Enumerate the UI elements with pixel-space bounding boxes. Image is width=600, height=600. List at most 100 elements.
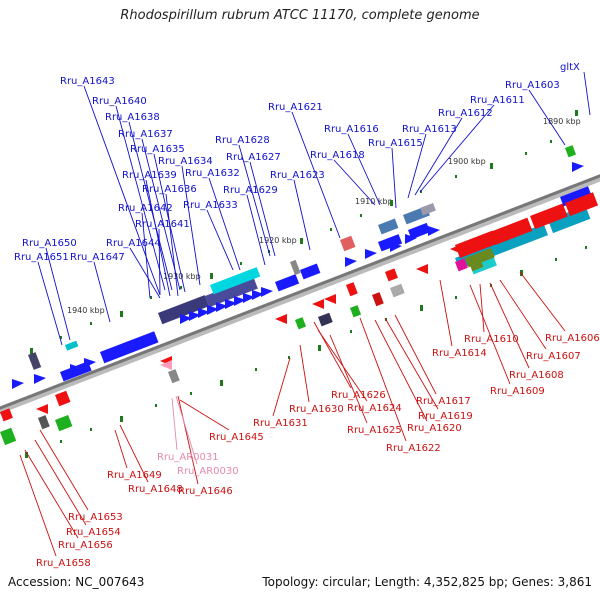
- top-gene-label: Rru_A1629: [223, 185, 278, 196]
- gene-arrow: [198, 308, 210, 318]
- leader-line: [313, 321, 352, 389]
- scale-tick-mark: [120, 311, 123, 317]
- gene-features: [0, 145, 599, 446]
- gene-feature: [530, 203, 568, 230]
- gene-feature: [289, 259, 301, 276]
- scale-tick-mark: [120, 416, 123, 422]
- bottom-gene-label: Rru_A1656: [58, 540, 113, 551]
- top-gene-label: Rru_A1632: [185, 168, 240, 179]
- top-gene-label: Rru_A1611: [470, 95, 525, 106]
- scale-tick-label: 1910 kbp: [355, 197, 393, 206]
- leader-line: [407, 133, 427, 199]
- bottom-gene-label: Rru_A1646: [178, 486, 233, 497]
- gene-arrow: [243, 293, 255, 303]
- bottom-gene-label: Rru_A1654: [66, 527, 121, 538]
- leader-line: [83, 85, 161, 296]
- bottom-gene-label: Rru_A1624: [347, 403, 402, 414]
- leader-line: [419, 104, 495, 193]
- gene-arrow: [189, 311, 201, 321]
- gene-feature: [390, 283, 405, 298]
- leader-line: [206, 209, 234, 271]
- gene-feature: [378, 218, 399, 235]
- scale-tick-mark: [240, 262, 242, 265]
- scale-tick-mark: [300, 238, 303, 244]
- gene-feature: [100, 331, 159, 364]
- gene-arrow: [275, 314, 287, 324]
- scale-tick-mark: [550, 140, 552, 143]
- gene-arrow: [365, 249, 377, 259]
- top-gene-label: Rru_A1623: [270, 170, 325, 181]
- leader-line: [333, 159, 376, 206]
- top-gene-label: Rru_A1643: [60, 76, 115, 87]
- leader-line: [439, 279, 453, 347]
- scale-tick-mark: [220, 380, 223, 386]
- gene-arrow: [416, 264, 428, 274]
- scale-tick-mark: [455, 175, 457, 178]
- leader-line: [384, 317, 439, 410]
- leader-line: [19, 454, 57, 557]
- leader-line: [39, 429, 89, 511]
- gene-feature: [467, 255, 484, 272]
- leader-line: [93, 261, 111, 323]
- top-gene-label: Rru_A1641: [135, 219, 190, 230]
- leader-line: [391, 147, 397, 209]
- scale-tick-mark: [360, 214, 362, 217]
- gene-arrow: [160, 360, 172, 370]
- leader-line: [171, 397, 178, 451]
- leader-line: [141, 212, 151, 299]
- leader-line: [37, 261, 63, 346]
- bottom-gene-label: Rru_A1614: [432, 348, 487, 359]
- scale-tick-mark: [25, 452, 28, 458]
- leader-line: [177, 395, 199, 485]
- scale-tick-mark: [155, 404, 157, 407]
- gene-feature: [54, 390, 71, 407]
- gene-feature: [28, 352, 42, 370]
- bottom-gene-label: Rru_A1608: [509, 370, 564, 381]
- top-gene-label: Rru_A1651: [14, 252, 69, 263]
- bottom-gene-label: Rru_A1610: [464, 334, 519, 345]
- leader-line: [119, 424, 149, 483]
- gene-feature: [158, 295, 209, 325]
- bottom-gene-label: Rru_A1653: [68, 512, 123, 523]
- leader-line: [246, 194, 266, 266]
- gene-feature: [408, 222, 431, 240]
- gene-feature: [205, 277, 258, 308]
- top-gene-label: Rru_A1640: [92, 96, 147, 107]
- leader-line: [359, 317, 407, 442]
- scale-tick-mark: [350, 330, 352, 333]
- scale-tick-mark: [150, 296, 152, 299]
- gene-arrow: [34, 374, 46, 384]
- bottom-gene-label: Rru_A1626: [331, 390, 386, 401]
- leader-line: [175, 395, 198, 465]
- gene-arrow: [225, 299, 237, 309]
- scale-tick-mark: [190, 392, 192, 395]
- top-gene-label: Rru_A1633: [183, 200, 238, 211]
- scale-tick-label: 1920 kbp: [259, 236, 297, 245]
- leader-line: [583, 71, 591, 116]
- leader-line: [238, 144, 271, 257]
- top-gene-label: Rru_A1616: [324, 124, 379, 135]
- leader-line: [165, 193, 179, 297]
- scale-tick-mark: [585, 246, 587, 249]
- leader-line: [45, 247, 71, 341]
- top-gene-label: Rru_A1618: [310, 150, 365, 161]
- top-gene-label: Rru_A1639: [122, 170, 177, 181]
- gene-feature: [565, 145, 577, 158]
- bottom-gene-label: Rru_A1617: [416, 396, 471, 407]
- leader-line: [141, 138, 181, 291]
- scale-tick-mark: [60, 336, 62, 339]
- scale-tick-mark: [525, 152, 527, 155]
- gene-arrow: [207, 305, 219, 315]
- scale-tick-mark: [60, 440, 62, 443]
- scale-tick-mark: [210, 273, 213, 279]
- top-gene-label: Rru_A1634: [158, 156, 213, 167]
- gene-arrow: [12, 379, 24, 389]
- scale-tick-mark: [575, 110, 578, 116]
- leader-line: [489, 282, 530, 369]
- leader-line: [158, 228, 161, 296]
- leader-line: [145, 179, 171, 297]
- scale-tick-label: 1900 kbp: [448, 157, 486, 166]
- leader-line: [179, 399, 230, 431]
- scale-tick-mark: [288, 356, 290, 359]
